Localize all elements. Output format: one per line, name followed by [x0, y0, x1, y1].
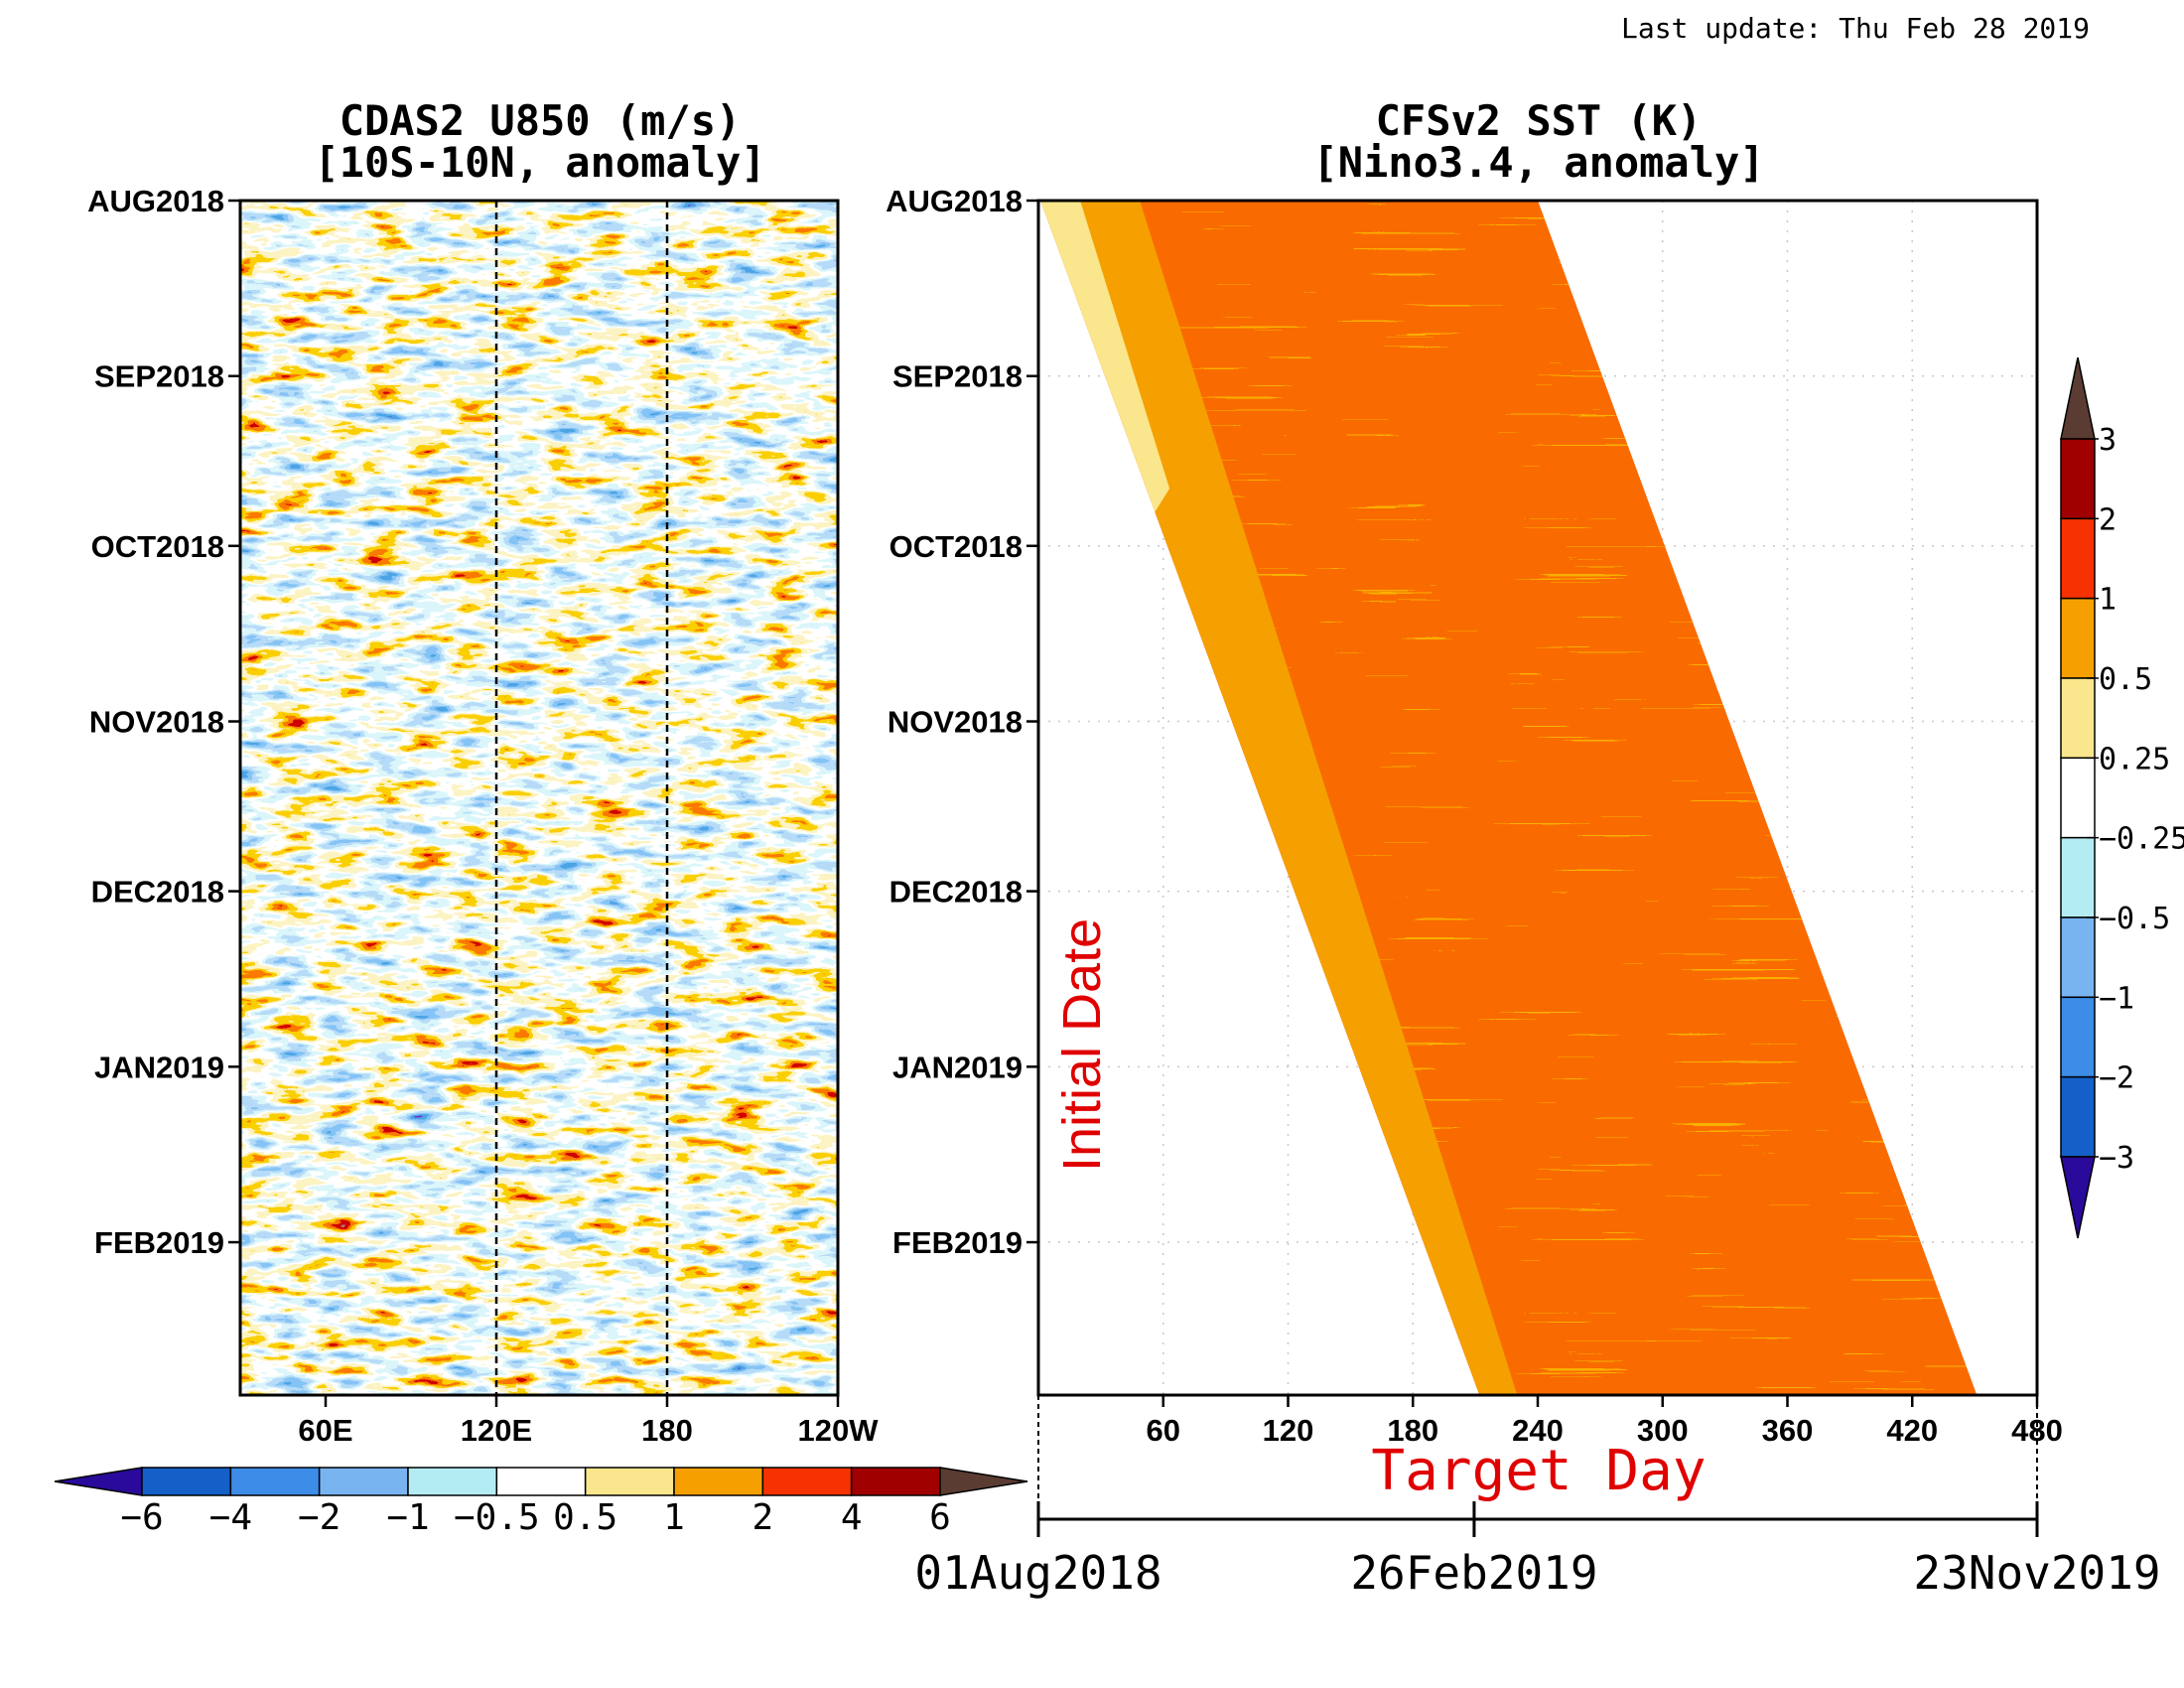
u850-y-tick-label: AUG2018 — [87, 184, 224, 218]
sst-colorbar-bin — [2060, 836, 2096, 918]
sst-y-tick-label: JAN2019 — [892, 1050, 1023, 1084]
sst-colorbar-label: 2 — [2099, 502, 2116, 537]
sst-x-tick-label: 360 — [1762, 1413, 1814, 1448]
u850-colorbar-bin — [141, 1467, 232, 1496]
sst-xlabel: Target Day — [1371, 1439, 1706, 1503]
u850-colorbar-bin — [229, 1467, 321, 1496]
sst-date-axis-label: 26Feb2019 — [1350, 1546, 1597, 1600]
sst-y-tick-label: AUG2018 — [886, 184, 1023, 218]
sst-title-line2: [Nino3.4, anomaly] — [1312, 138, 1764, 187]
sst-y-tick-label: DEC2018 — [889, 875, 1023, 910]
u850-reference-lines — [494, 201, 669, 1395]
u850-y-tick-label: JAN2019 — [94, 1050, 224, 1084]
u850-colorbar-label: 4 — [841, 1497, 863, 1538]
sst-colorbar-bin — [2060, 757, 2096, 839]
u850-x-axis: 60E 120E 180 120W — [298, 1395, 879, 1448]
u850-x-tick-label: 60E — [298, 1413, 352, 1448]
sst-x-tick-label: 120 — [1263, 1413, 1314, 1448]
u850-colorbar-label: −4 — [209, 1497, 252, 1538]
sst-colorbar-bin — [2060, 1075, 2096, 1158]
sst-colorbar-bin — [2060, 996, 2096, 1078]
sst-y-tick-label: OCT2018 — [889, 529, 1023, 564]
u850-y-tick-label: SEP2018 — [94, 359, 224, 394]
sst-colorbar-bin — [2060, 677, 2096, 760]
sst-x-tick-label: 300 — [1637, 1413, 1689, 1448]
sst-colorbar-bin — [2060, 517, 2096, 600]
u850-colorbar-label: 0.5 — [553, 1497, 617, 1538]
u850-x-tick-label: 120W — [798, 1413, 880, 1448]
u850-colorbar-bin — [673, 1467, 764, 1496]
sst-y-tick-label: SEP2018 — [892, 359, 1023, 394]
u850-y-tick-label: OCT2018 — [91, 529, 224, 564]
u850-y-tick-label: NOV2018 — [89, 705, 224, 740]
u850-y-axis: AUG2018 SEP2018 OCT2018 NOV2018 DEC2018 JAN20… — [87, 184, 240, 1260]
u850-colorbar: −6 −4 −2 −1 −0.5 0.5 1 2 4 6 — [54, 1467, 1028, 1538]
sst-y-tick-label: NOV2018 — [887, 705, 1023, 740]
sst-colorbar-label: 0.25 — [2099, 742, 2170, 776]
sst-x-tick-label: 60 — [1147, 1413, 1180, 1448]
u850-colorbar-label: −1 — [386, 1497, 429, 1538]
sst-y-axis: AUG2018 SEP2018 OCT2018 NOV2018 DEC2018 JAN20… — [886, 184, 1038, 1260]
sst-colorbar-label: −0.5 — [2099, 902, 2170, 936]
sst-colorbar-bin — [2060, 916, 2096, 999]
u850-panel: CDAS2 U850 (m/s) [10S-10N, anomaly] AUG2… — [54, 96, 1028, 1538]
u850-x-tick-label: 180 — [641, 1413, 693, 1448]
u850-x-tick-label: 120E — [461, 1413, 532, 1448]
u850-y-tick-label: DEC2018 — [91, 875, 224, 910]
sst-x-tick-label: 180 — [1387, 1413, 1438, 1448]
sst-title-line1: CFSv2 SST (K) — [1376, 96, 1703, 145]
sst-colorbar-label: −2 — [2099, 1061, 2134, 1096]
sst-x-tick-label: 240 — [1512, 1413, 1564, 1448]
sst-colorbar-label: −0.25 — [2099, 822, 2184, 857]
u850-colorbar-label: 1 — [663, 1497, 685, 1538]
sst-colorbar-label: 3 — [2099, 423, 2116, 458]
u850-colorbar-label: −6 — [120, 1497, 163, 1538]
u850-colorbar-high-arrow — [939, 1467, 1028, 1496]
sst-colorbar-label: −1 — [2099, 981, 2134, 1016]
u850-colorbar-bin — [761, 1467, 853, 1496]
sst-date-axis-label: 01Aug2018 — [914, 1546, 1161, 1600]
sst-colorbar-bin — [2060, 597, 2096, 679]
u850-colorbar-bin — [407, 1467, 498, 1496]
sst-x-tick-label: 420 — [1886, 1413, 1938, 1448]
u850-title-line2: [10S-10N, anomaly] — [314, 138, 765, 187]
sst-colorbar-label: 1 — [2099, 583, 2116, 618]
u850-colorbar-bin — [850, 1467, 941, 1496]
u850-colorbar-label: −0.5 — [454, 1497, 540, 1538]
u850-colorbar-label: 6 — [929, 1497, 951, 1538]
sst-ylabel: Initial Date — [1052, 918, 1112, 1172]
sst-colorbar: 3 2 1 0.5 0.25 −0.25 −0.5 −1 −2 −3 — [2060, 356, 2184, 1239]
sst-x-axis: 60 120 180 240 300 360 420 480 — [1147, 1395, 2063, 1448]
u850-heatmap-field — [240, 201, 838, 1395]
u850-colorbar-bin — [495, 1467, 587, 1496]
sst-y-tick-label: FEB2019 — [892, 1225, 1023, 1260]
sst-colorbar-bin — [2060, 438, 2096, 520]
sst-panel: CFSv2 SST (K) [Nino3.4, anomaly] AUG2018… — [886, 96, 2184, 1600]
sst-colorbar-label: −3 — [2099, 1141, 2134, 1176]
sst-date-axis: 01Aug2018 26Feb2019 23Nov2019 — [914, 1395, 2161, 1600]
u850-plot-frame — [238, 199, 840, 1397]
u850-colorbar-bin — [318, 1467, 409, 1496]
last-update-text: Last update: Thu Feb 28 2019 — [1621, 12, 2090, 45]
u850-colorbar-label: −2 — [298, 1497, 341, 1538]
sst-band-lead-edge-light — [1040, 201, 1170, 528]
sst-colorbar-high-arrow — [2060, 356, 2096, 440]
sst-colorbar-label: 0.5 — [2099, 662, 2152, 697]
u850-colorbar-bin — [584, 1467, 675, 1496]
u850-colorbar-low-arrow — [54, 1467, 143, 1496]
u850-title-line1: CDAS2 U850 (m/s) — [340, 96, 742, 145]
sst-date-axis-label: 23Nov2019 — [1913, 1546, 2160, 1600]
sst-forecast-band — [1040, 201, 1978, 1395]
sst-colorbar-low-arrow — [2060, 1156, 2096, 1239]
u850-y-tick-label: FEB2019 — [94, 1225, 224, 1260]
u850-colorbar-label: 2 — [751, 1497, 773, 1538]
